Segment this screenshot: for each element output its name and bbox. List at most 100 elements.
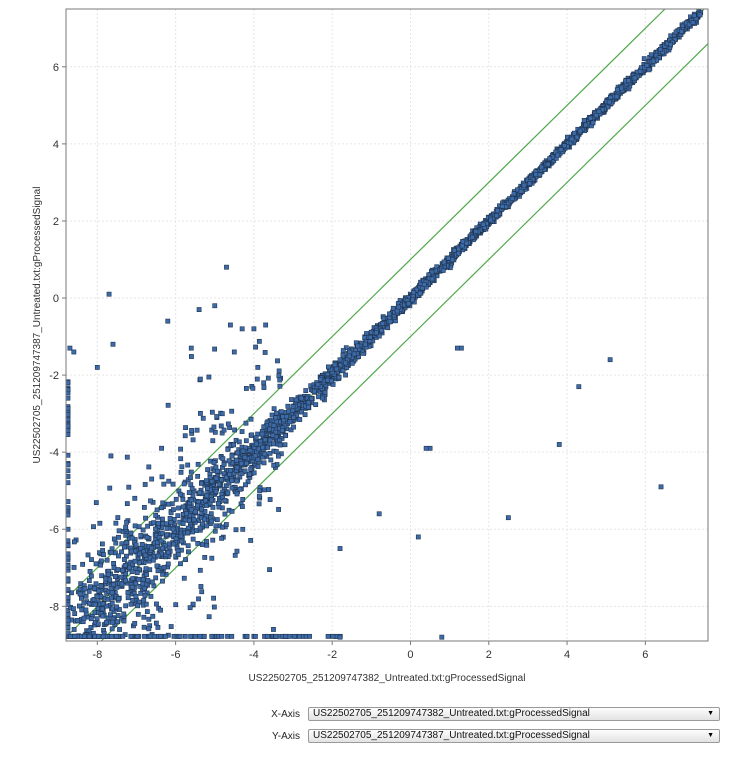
data-point: [275, 358, 280, 364]
y-tick-label: -2: [49, 370, 59, 382]
data-point: [116, 528, 122, 534]
data-point: [138, 546, 144, 551]
y-tick-label: -4: [49, 447, 59, 459]
data-point: [220, 495, 225, 500]
data-point: [86, 600, 92, 606]
data-point: [257, 488, 262, 494]
data-point: [239, 429, 245, 434]
data-point: [155, 568, 161, 574]
data-point: [134, 570, 140, 576]
data-point: [253, 633, 258, 639]
data-point: [274, 410, 279, 416]
data-point: [224, 264, 229, 270]
data-point: [71, 627, 77, 632]
data-point: [71, 565, 77, 570]
data-point: [141, 505, 147, 510]
data-point: [427, 445, 433, 451]
data-point: [87, 584, 93, 590]
data-point: [198, 584, 204, 589]
data-point: [203, 503, 209, 508]
data-point: [293, 397, 299, 403]
data-point: [265, 375, 271, 381]
data-point: [459, 243, 465, 249]
y-axis-selector-label: Y-Axis: [272, 730, 300, 742]
data-point: [351, 351, 357, 357]
y-tick-label: 6: [53, 62, 59, 74]
data-point: [101, 552, 106, 558]
data-point: [92, 601, 98, 607]
data-point: [135, 603, 141, 609]
data-point: [110, 619, 115, 625]
data-point: [189, 354, 194, 359]
x-tick-label: -2: [327, 649, 337, 661]
data-point: [145, 578, 151, 583]
data-point: [151, 557, 156, 563]
data-point: [488, 217, 494, 223]
data-point: [130, 576, 136, 581]
data-point: [188, 482, 194, 488]
x-axis-select[interactable]: US22502705_251209747382_Untreated.txt:gP…: [308, 707, 720, 721]
data-point: [154, 563, 160, 569]
data-points: [65, 9, 704, 640]
data-point: [119, 581, 125, 587]
data-point: [149, 476, 155, 482]
data-point: [71, 606, 76, 612]
fold-line: [65, 8, 666, 600]
data-point: [95, 621, 101, 627]
data-point: [679, 29, 685, 34]
data-point: [606, 99, 612, 105]
data-point: [129, 548, 134, 554]
data-point: [132, 495, 138, 501]
y-axis-select[interactable]: US22502705_251209747387_Untreated.txt:gP…: [308, 729, 720, 743]
data-point: [100, 548, 106, 553]
data-point: [326, 364, 331, 370]
data-point: [192, 509, 198, 515]
data-point: [167, 516, 173, 521]
data-point: [347, 349, 353, 355]
data-point: [259, 431, 265, 437]
y-tick-label: 2: [53, 216, 59, 228]
data-point: [218, 423, 224, 429]
data-point: [593, 112, 599, 118]
data-point: [153, 575, 159, 581]
data-point: [127, 565, 133, 571]
data-point: [88, 616, 94, 622]
data-point: [251, 326, 257, 332]
data-point: [267, 567, 272, 573]
x-tick-label: -4: [249, 649, 259, 661]
data-point: [96, 633, 102, 639]
data-point: [571, 130, 577, 136]
data-point: [247, 448, 253, 454]
data-point: [111, 582, 116, 588]
data-point: [124, 501, 130, 507]
data-point: [104, 557, 110, 563]
data-point: [338, 362, 344, 368]
data-point: [153, 513, 159, 518]
data-point: [458, 345, 464, 351]
data-point: [555, 152, 561, 158]
data-point: [234, 478, 240, 484]
data-point: [596, 109, 602, 114]
data-point: [112, 574, 118, 579]
data-point: [325, 633, 331, 639]
data-point: [196, 596, 201, 602]
data-point: [130, 597, 136, 603]
fold-line: [100, 43, 709, 642]
data-point: [619, 85, 624, 91]
data-point: [116, 534, 121, 540]
data-point: [89, 573, 94, 579]
data-point: [108, 586, 114, 591]
data-point: [219, 411, 225, 417]
data-point: [276, 507, 281, 512]
data-point: [125, 595, 131, 601]
data-point: [140, 527, 146, 533]
data-point: [180, 521, 186, 526]
data-point: [146, 464, 152, 470]
data-point: [135, 611, 141, 617]
data-point: [119, 549, 124, 555]
data-point: [632, 75, 638, 81]
data-point: [417, 290, 423, 296]
data-point: [253, 435, 259, 441]
data-point: [92, 633, 98, 639]
data-point: [292, 633, 297, 639]
